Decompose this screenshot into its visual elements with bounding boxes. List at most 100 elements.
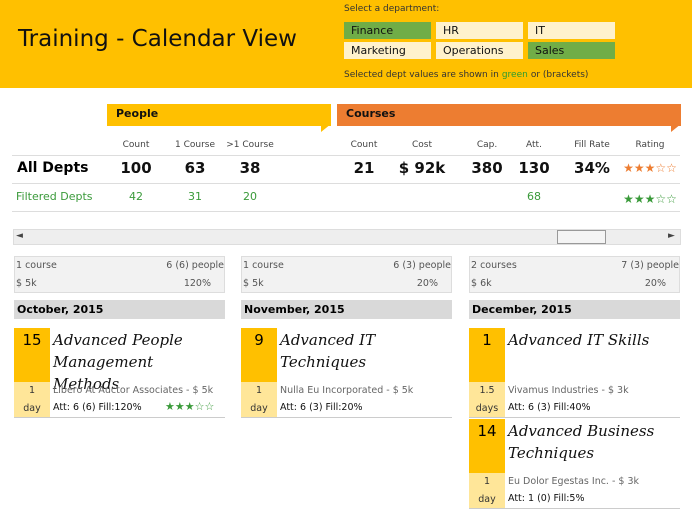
people-count: 7 (3) people	[621, 260, 679, 271]
day-box: 14	[469, 419, 505, 473]
people-count: 6 (6) people	[166, 260, 224, 271]
course-count: 1 course	[243, 260, 284, 271]
month-header: October, 2015	[14, 300, 225, 319]
bar-tail	[107, 124, 331, 132]
bar-fold	[671, 124, 681, 132]
note-text: or (brackets)	[530, 70, 589, 80]
course-title: Advanced Business Techniques	[508, 422, 655, 462]
department-button[interactable]: HR	[436, 22, 523, 39]
people-value: 63	[184, 159, 206, 177]
course-title: Advanced IT Skills	[508, 331, 650, 349]
people-value: 38	[239, 159, 261, 177]
event-line	[469, 417, 680, 418]
column-header: 1 Course	[174, 140, 215, 150]
courses-value: 68	[527, 190, 541, 203]
organizer: Libero At Auctor Associates - $ 5k	[53, 385, 214, 396]
duration-unit: day	[23, 403, 41, 414]
duration-box	[241, 382, 277, 418]
month-summary	[469, 256, 680, 293]
course-count: 2 courses	[471, 260, 517, 271]
attendance: Att: 1 (0) Fill:5%	[508, 493, 585, 504]
rating: ★★★☆☆	[165, 400, 215, 413]
month-summary	[241, 256, 452, 293]
event-line	[241, 417, 452, 418]
duration-unit: day	[250, 403, 268, 414]
duration: 1	[28, 385, 36, 396]
row-label: Filtered Depts	[16, 190, 93, 203]
department-button[interactable]: Marketing	[344, 42, 431, 59]
note-text: Selected dept values are shown in	[344, 70, 499, 80]
month-cost: $ 5k	[243, 278, 264, 289]
organizer: Eu Dolor Egestas Inc. - $ 3k	[508, 476, 640, 487]
courses-value: 130	[518, 159, 550, 177]
courses-value: 380	[471, 159, 503, 177]
month-fill: 120%	[183, 278, 211, 289]
month-header: November, 2015	[241, 300, 452, 319]
duration: 1	[483, 476, 491, 487]
month-fill: 20%	[416, 278, 438, 289]
day-box: 15	[14, 328, 50, 382]
column-header: Cap.	[476, 140, 498, 150]
department-button[interactable]: Finance	[344, 22, 431, 39]
scroll-left[interactable]: ◄	[16, 231, 23, 241]
duration: 1	[255, 385, 263, 396]
column-header: Fill Rate	[574, 140, 610, 150]
day-box: 1	[469, 328, 505, 382]
column-header: Att.	[526, 140, 542, 150]
bar-tail	[337, 124, 681, 132]
event-line	[469, 508, 680, 509]
people-value: 31	[188, 190, 202, 203]
scroll-thumb[interactable]	[557, 230, 606, 244]
department-button[interactable]: Operations	[436, 42, 523, 59]
duration: 1.5	[479, 385, 495, 396]
month-cost: $ 5k	[16, 278, 37, 289]
scroll-right[interactable]: ►	[668, 231, 675, 241]
course-count: 1 course	[16, 260, 57, 271]
spacer	[0, 220, 692, 221]
duration-unit: day	[478, 494, 496, 505]
scrollbar[interactable]	[13, 229, 681, 245]
department-button[interactable]: Sales	[528, 42, 615, 59]
people-value: 20	[243, 190, 257, 203]
month-header: December, 2015	[469, 300, 680, 319]
row-line	[12, 155, 680, 156]
column-header: >1 Course	[226, 140, 274, 150]
people-count: 6 (3) people	[393, 260, 451, 271]
duration-box	[469, 382, 505, 418]
row-label: All Depts	[17, 160, 89, 176]
bar-fold	[321, 124, 331, 132]
month-summary	[14, 256, 225, 293]
duration-unit: days	[475, 403, 499, 414]
people-value: 100	[120, 159, 152, 177]
select-label: Select a department:	[344, 4, 440, 14]
column-header: Rating	[635, 140, 665, 150]
rating: ★★★☆☆	[623, 161, 677, 175]
courses-value: 21	[353, 159, 375, 177]
month-cost: $ 6k	[471, 278, 492, 289]
section-bar: Courses	[337, 104, 681, 124]
organizer: Vivamus Industries - $ 3k	[508, 385, 629, 396]
attendance: Att: 6 (6) Fill:120%	[53, 402, 142, 413]
attendance: Att: 6 (3) Fill:20%	[280, 402, 363, 413]
row-line	[12, 211, 680, 212]
duration-box	[469, 473, 505, 509]
course-title: Advanced IT Techniques	[280, 331, 376, 371]
title: Training - Calendar View	[18, 26, 297, 52]
row-line	[12, 183, 680, 184]
month-fill: 20%	[644, 278, 666, 289]
event-line	[14, 417, 225, 418]
people-value: 42	[129, 190, 143, 203]
duration-box	[14, 382, 50, 418]
column-header: Cost	[411, 140, 432, 150]
column-header: Count	[350, 140, 378, 150]
section-bar: People	[107, 104, 331, 124]
course-title: Advanced People Management Methods	[53, 331, 183, 393]
organizer: Nulla Eu Incorporated - $ 5k	[280, 385, 414, 396]
note-highlight: green	[501, 70, 528, 80]
day-box: 9	[241, 328, 277, 382]
courses-value: $ 92k	[398, 159, 446, 177]
department-button[interactable]: IT	[528, 22, 615, 39]
column-header: Count	[122, 140, 150, 150]
rating: ★★★☆☆	[623, 192, 677, 206]
